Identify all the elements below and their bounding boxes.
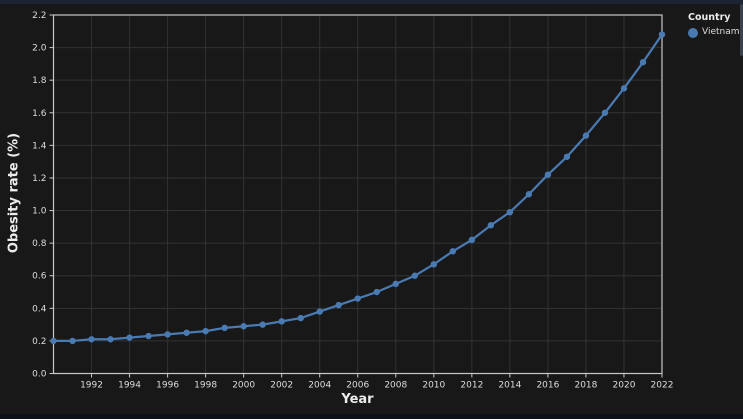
x-tick-label: 2014 — [498, 381, 521, 391]
data-point — [620, 85, 628, 92]
x-tick-label: 1996 — [156, 381, 179, 391]
data-point — [544, 171, 552, 178]
y-tick-label: 1.4 — [32, 141, 47, 151]
x-tick-label: 2010 — [422, 381, 445, 391]
data-point — [373, 288, 380, 296]
legend-item-label: Vietnam — [702, 27, 740, 37]
data-point — [525, 191, 533, 198]
x-tick-label: 2000 — [232, 381, 255, 391]
y-tick-label: 0.0 — [32, 370, 47, 380]
x-tick-label: 2004 — [308, 381, 331, 391]
scrollbar-thumb[interactable] — [740, 4, 743, 56]
data-point — [468, 236, 476, 244]
y-tick-label: 1.0 — [32, 207, 47, 217]
y-tick-label: 1.2 — [32, 174, 46, 184]
x-tick-label: 2020 — [613, 381, 636, 391]
data-point — [259, 321, 266, 328]
legend: Country Vietnam — [688, 11, 740, 39]
y-tick-label: 0.6 — [32, 272, 47, 282]
y-tick-label: 0.2 — [32, 337, 46, 347]
data-point — [69, 337, 76, 345]
y-tick-label: 2.0 — [32, 44, 47, 54]
data-point — [183, 329, 190, 336]
data-point — [658, 31, 666, 38]
data-point — [582, 132, 590, 139]
data-point — [278, 318, 285, 325]
x-tick-label: 2012 — [460, 381, 483, 391]
y-tick-label: 1.6 — [32, 109, 47, 119]
x-tick-label: 1992 — [80, 381, 103, 391]
y-axis-label: Obesity rate (%) — [6, 132, 22, 254]
x-tick-label: 2016 — [536, 381, 559, 391]
data-point — [639, 59, 647, 66]
x-tick-label: 2002 — [270, 381, 293, 391]
data-point — [221, 324, 228, 332]
x-tick-label: 1994 — [118, 381, 141, 391]
y-tick-label: 2.2 — [32, 11, 46, 21]
data-point — [297, 314, 304, 322]
data-point — [449, 248, 457, 255]
data-point — [164, 331, 171, 338]
x-tick-label: 2008 — [384, 381, 407, 391]
y-tick-label: 1.8 — [32, 76, 47, 86]
x-tick-label: 2022 — [651, 381, 674, 391]
plot-border — [52, 14, 663, 375]
data-point — [316, 308, 323, 315]
data-point — [50, 337, 57, 345]
data-point — [240, 323, 247, 330]
legend-title: Country — [688, 12, 731, 23]
x-tick-label: 2006 — [346, 381, 369, 391]
data-point — [335, 301, 342, 309]
x-tick-label: 2018 — [574, 381, 597, 391]
window-bottom-edge — [0, 414, 743, 419]
x-axis-label: Year — [341, 392, 374, 407]
x-tick-label: 1998 — [194, 381, 217, 391]
data-point — [487, 222, 495, 229]
data-point — [411, 272, 418, 279]
data-point — [126, 334, 133, 341]
data-point — [392, 280, 399, 288]
series-color-dot-icon — [688, 27, 698, 38]
y-tick-label: 0.8 — [32, 239, 47, 249]
data-point — [430, 261, 438, 268]
data-point — [145, 332, 152, 340]
data-point — [506, 208, 514, 216]
window-top-edge — [0, 0, 743, 4]
data-point — [202, 327, 209, 335]
legend-item-vietnam[interactable]: Vietnam — [688, 26, 740, 39]
data-point — [88, 336, 95, 343]
y-tick-label: 0.4 — [32, 304, 47, 314]
data-point — [354, 295, 361, 302]
data-point — [107, 336, 114, 343]
data-point — [601, 109, 609, 116]
data-point — [563, 153, 571, 160]
